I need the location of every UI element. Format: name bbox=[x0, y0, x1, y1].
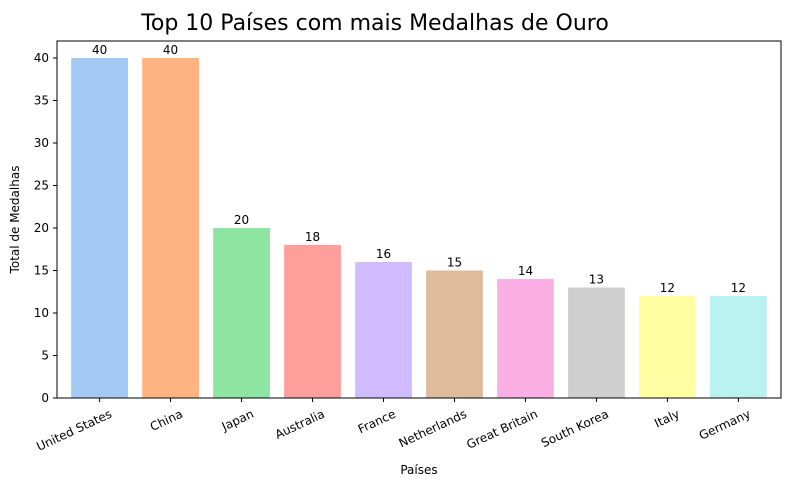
plot-frame bbox=[56, 40, 782, 399]
bar bbox=[142, 58, 199, 398]
bar bbox=[71, 58, 128, 398]
y-axis-label: Total de Medalhas bbox=[8, 166, 22, 275]
bar-value-label: 12 bbox=[660, 281, 675, 295]
y-tick-label: 0 bbox=[41, 391, 49, 405]
x-axis: United States China Japan Australia FranceNe… bbox=[34, 398, 753, 454]
x-axis-label: Países bbox=[400, 463, 437, 477]
bar-value-label: 15 bbox=[447, 256, 462, 270]
y-tick-label: 15 bbox=[34, 264, 49, 278]
bar bbox=[639, 296, 696, 398]
bar-value-label: 13 bbox=[589, 273, 604, 287]
x-tick-label: France bbox=[356, 407, 398, 437]
y-tick-label: 35 bbox=[34, 94, 49, 108]
x-tick-label: Australia bbox=[273, 407, 327, 442]
x-tick-label: China bbox=[148, 407, 185, 434]
y-axis: 0 5 10 15 20 25 30 35 40 bbox=[34, 51, 57, 405]
y-tick-label: 10 bbox=[34, 306, 49, 320]
bar-value-label: 18 bbox=[305, 230, 320, 244]
bar bbox=[426, 270, 483, 398]
x-tick-label: Japan bbox=[219, 407, 256, 434]
bar bbox=[284, 245, 341, 398]
bar bbox=[497, 279, 554, 398]
y-tick-label: 25 bbox=[34, 179, 49, 193]
x-tick-label: Germany bbox=[697, 407, 753, 443]
bar-value-label: 40 bbox=[92, 43, 107, 57]
bars-group bbox=[71, 58, 767, 398]
x-tick-label: Great Britain bbox=[464, 407, 539, 452]
y-tick-label: 5 bbox=[41, 349, 49, 363]
bar-value-label: 12 bbox=[731, 281, 746, 295]
bar-labels-group: 40 40 20 18 16 15 14 13 12 12 bbox=[92, 43, 746, 295]
x-tick-label: Italy bbox=[652, 407, 682, 431]
x-tick-label: South Korea bbox=[539, 407, 611, 450]
bar-value-label: 40 bbox=[163, 43, 178, 57]
chart-title: Top 10 Países com mais Medalhas de Ouro bbox=[140, 11, 609, 36]
bar-value-label: 14 bbox=[518, 264, 533, 278]
bar-value-label: 20 bbox=[234, 213, 249, 227]
bar bbox=[213, 228, 270, 398]
y-tick-label: 20 bbox=[34, 221, 49, 235]
y-tick-label: 30 bbox=[34, 136, 49, 150]
x-tick-label: United States bbox=[34, 407, 114, 454]
bar bbox=[568, 287, 625, 398]
bar bbox=[710, 296, 767, 398]
x-tick-label: Netherlands bbox=[397, 407, 469, 451]
bar bbox=[355, 262, 412, 398]
y-tick-label: 40 bbox=[34, 51, 49, 65]
bar-value-label: 16 bbox=[376, 247, 391, 261]
